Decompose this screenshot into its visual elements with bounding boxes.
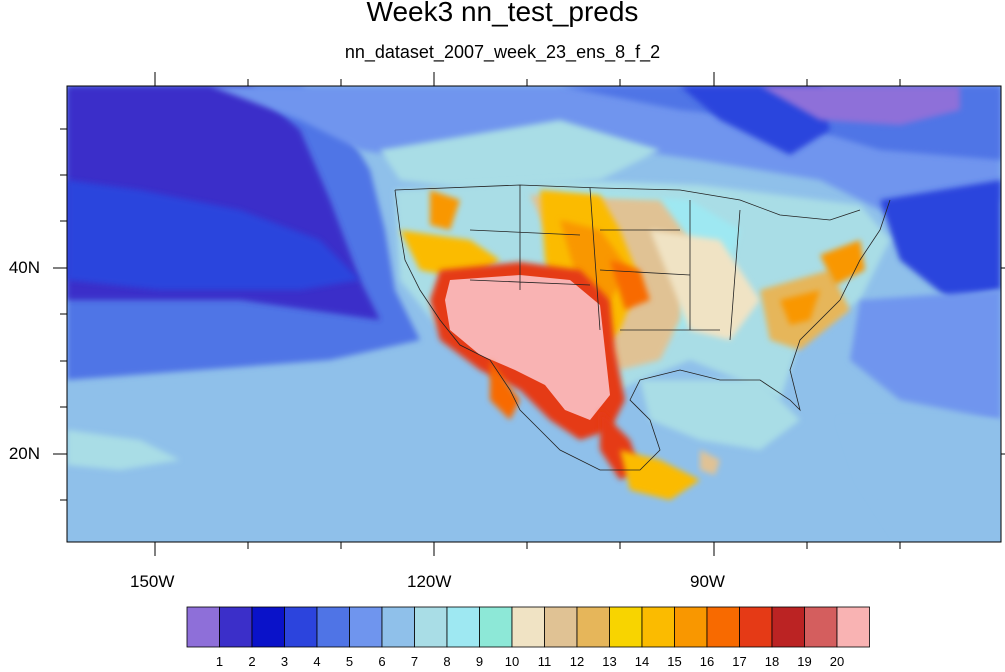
y-tick-label: 40N: [8, 258, 40, 277]
colorbar-label: 20: [829, 654, 845, 669]
colorbar-label: 19: [797, 654, 812, 669]
colorbar-label: 17: [732, 654, 747, 669]
colorbar-swatch: [576, 606, 610, 648]
colorbar-label: 13: [602, 654, 617, 669]
colorbar-swatch: [706, 606, 740, 648]
colorbar-label: 2: [248, 654, 256, 669]
precip-field: [67, 86, 1001, 542]
colorbar-swatch: [186, 606, 220, 648]
colorbar-label: 10: [504, 654, 520, 669]
colorbar-label: 7: [410, 654, 419, 669]
colorbar-swatch: [836, 606, 870, 648]
colorbar-label: 15: [667, 654, 682, 669]
colorbar-label: 16: [699, 654, 715, 669]
colorbar-swatch: [804, 606, 838, 648]
colorbar-label: 4: [313, 654, 321, 669]
colorbar-label: 3: [280, 654, 289, 669]
colorbar-swatch: [544, 606, 578, 648]
colorbar-swatch: [771, 606, 805, 648]
colorbar-label: 14: [634, 654, 650, 669]
colorbar-label: 1: [215, 654, 224, 669]
colorbar-label: 11: [537, 654, 552, 669]
colorbar: [186, 606, 870, 648]
colorbar-swatch: [479, 606, 513, 648]
colorbar-swatch: [446, 606, 480, 648]
map-title: Week3 nn_test_preds: [366, 0, 639, 27]
colorbar-swatch: [349, 606, 383, 648]
colorbar-label: 12: [569, 654, 585, 669]
colorbar-swatch: [674, 606, 708, 648]
colorbar-swatch: [609, 606, 643, 648]
coastlines: [394, 184, 891, 471]
colorbar-swatch: [219, 606, 253, 648]
x-tick-label: 90W: [690, 572, 725, 591]
colorbar-swatch: [511, 606, 545, 648]
colorbar-swatch: [739, 606, 773, 648]
colorbar-swatch: [414, 606, 448, 648]
colorbar-swatch: [381, 606, 415, 648]
map-subtitle: nn_dataset_2007_week_23_ens_8_f_2: [344, 42, 661, 62]
colorbar-label: 5: [345, 654, 354, 669]
x-tick-label: 150W: [130, 572, 175, 591]
colorbar-label: 8: [443, 654, 451, 669]
y-tick-label: 20N: [8, 444, 40, 463]
x-tick-label: 120W: [407, 572, 452, 591]
colorbar-label: 6: [378, 654, 386, 669]
colorbar-swatch: [251, 606, 285, 648]
colorbar-swatch: [284, 606, 318, 648]
colorbar-label: 18: [764, 654, 780, 669]
colorbar-swatch: [641, 606, 675, 648]
colorbar-label: 9: [475, 654, 484, 669]
x-axis-ticks: [53, 72, 1005, 556]
colorbar-swatch: [316, 606, 350, 648]
